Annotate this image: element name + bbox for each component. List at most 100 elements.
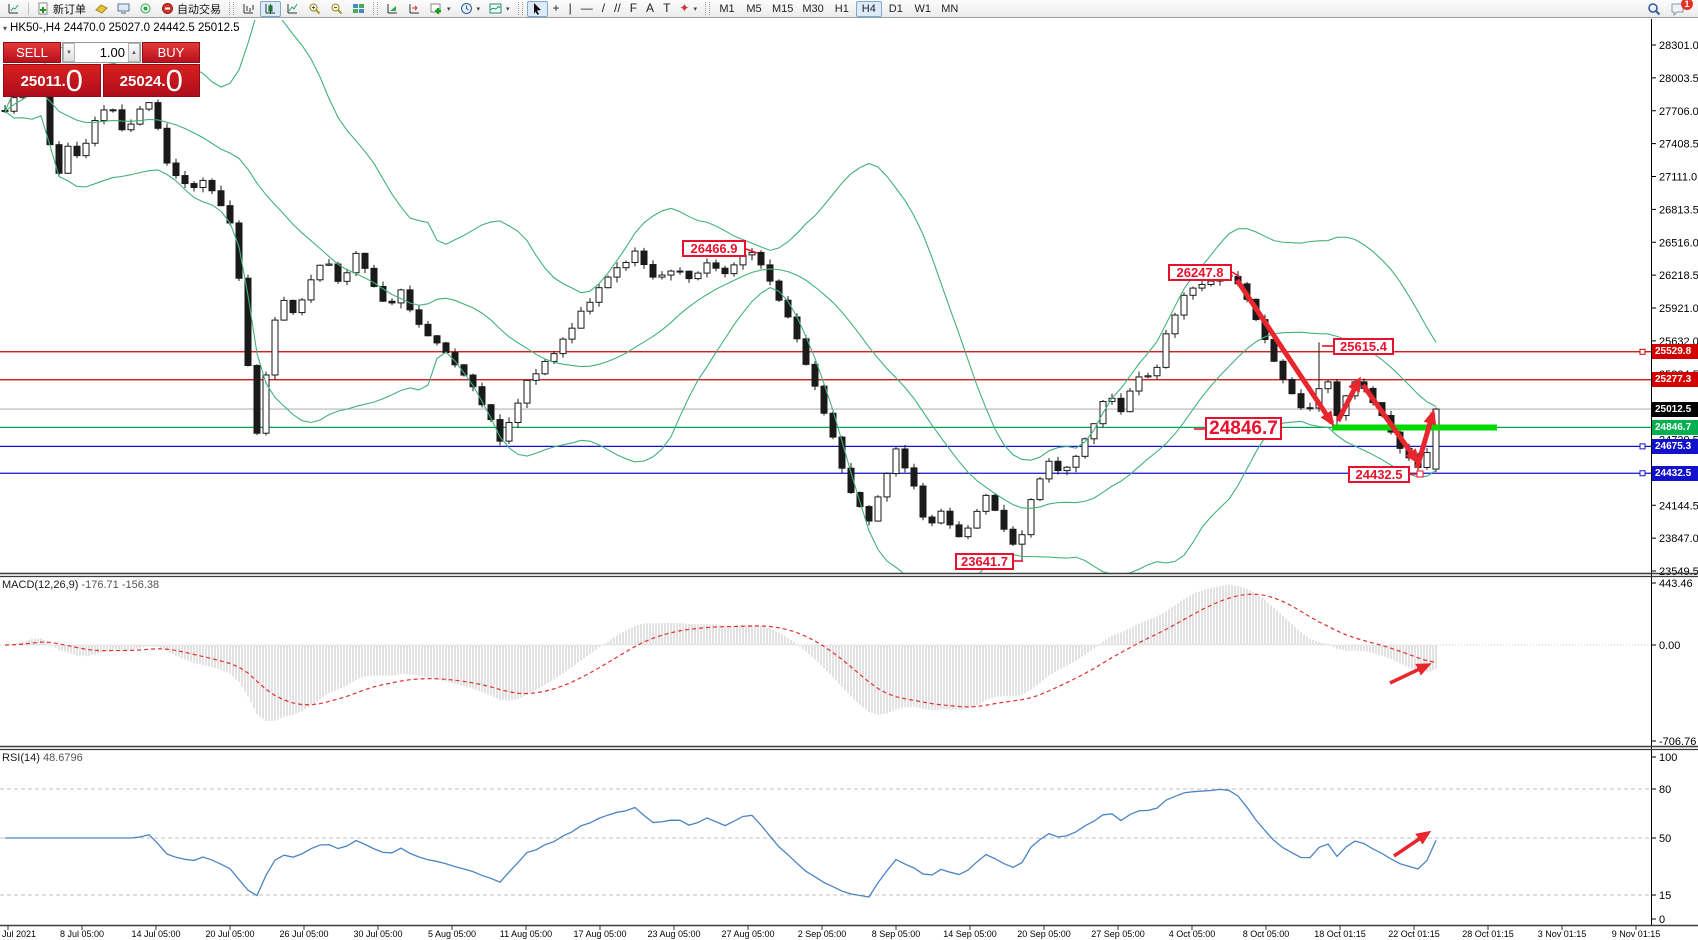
timeframe-m15[interactable]: M15 bbox=[768, 1, 797, 17]
timeframe-group: M1 M5 M15 M30 H1 H4 D1 W1 MN bbox=[714, 0, 963, 17]
bollinger-lower-band bbox=[4, 110, 1437, 573]
volume-increase-button[interactable]: ▲ bbox=[128, 43, 140, 62]
svg-text:23847.0: 23847.0 bbox=[1659, 533, 1698, 545]
bollinger-upper-band bbox=[4, 20, 1437, 461]
text-tool[interactable]: A bbox=[642, 1, 658, 17]
signal-icon[interactable] bbox=[135, 1, 156, 17]
expand-icon[interactable]: ▾ bbox=[3, 24, 8, 33]
add-indicator-button[interactable]: ▾ bbox=[426, 1, 455, 17]
price-callout[interactable]: 25615.4 bbox=[1333, 338, 1394, 355]
candlestick-chart-icon[interactable] bbox=[260, 0, 281, 17]
main-chart-area[interactable] bbox=[0, 6, 1651, 593]
indicators-icon[interactable] bbox=[382, 1, 403, 17]
terminal-icon[interactable] bbox=[113, 1, 134, 17]
periods-button[interactable]: ▾ bbox=[456, 1, 485, 17]
new-order-button[interactable]: 新订单 bbox=[33, 1, 90, 17]
trend-arrow[interactable] bbox=[1335, 376, 1362, 423]
svg-text:25921.0: 25921.0 bbox=[1659, 303, 1698, 315]
timeframe-w1[interactable]: W1 bbox=[910, 1, 936, 17]
timeframe-d1[interactable]: D1 bbox=[883, 1, 909, 17]
svg-text:-706.76: -706.76 bbox=[1659, 736, 1696, 748]
svg-text:80: 80 bbox=[1659, 784, 1671, 796]
time-axis-label: 8 Oct 05:00 bbox=[1242, 929, 1290, 939]
buy-price-panel[interactable]: 25024. 0 bbox=[102, 64, 200, 97]
candlestick-series bbox=[1, 71, 1440, 561]
macd-signal-line bbox=[4, 593, 1437, 708]
volume-input[interactable] bbox=[75, 43, 128, 62]
line-handle[interactable] bbox=[1639, 470, 1646, 477]
tile-windows-icon[interactable] bbox=[348, 1, 369, 17]
svg-text:27111.0: 27111.0 bbox=[1659, 172, 1697, 184]
timeframe-h1[interactable]: H1 bbox=[829, 1, 855, 17]
time-axis-label: 27 Sep 05:00 bbox=[1091, 929, 1145, 939]
chevron-down-icon: ▾ bbox=[447, 5, 451, 13]
macd-arrow[interactable] bbox=[1389, 663, 1432, 685]
rsi-panel[interactable] bbox=[0, 788, 1651, 898]
sell-price-panel[interactable]: 25011. 0 bbox=[3, 64, 101, 97]
search-icon[interactable] bbox=[1643, 1, 1665, 17]
svg-text:28003.5: 28003.5 bbox=[1659, 73, 1698, 85]
price-callout[interactable]: 26247.8 bbox=[1168, 264, 1232, 281]
timeframe-m30[interactable]: M30 bbox=[798, 1, 827, 17]
toolbar-grip bbox=[373, 2, 378, 15]
zoom-out-icon[interactable] bbox=[326, 1, 347, 17]
ticket-icon[interactable] bbox=[91, 1, 112, 17]
notifications-icon[interactable]: 1 bbox=[1666, 0, 1693, 17]
price-callout[interactable]: 24846.7 bbox=[1205, 417, 1282, 440]
price-callout[interactable]: 23641.7 bbox=[955, 553, 1014, 570]
time-axis-label: 17 Aug 05:00 bbox=[573, 929, 627, 939]
time-axis-label: 30 Jul 05:00 bbox=[353, 929, 403, 939]
macd-panel[interactable] bbox=[0, 585, 1651, 722]
svg-text:27408.5: 27408.5 bbox=[1659, 139, 1698, 151]
time-axis-label: 8 Sep 05:00 bbox=[871, 929, 921, 939]
templates-button[interactable]: ▾ bbox=[485, 1, 514, 17]
sell-price-pip: 0 bbox=[65, 63, 83, 98]
vertical-line-tool[interactable]: | bbox=[565, 1, 576, 17]
axis-price-tag: 25529.8 bbox=[1652, 344, 1698, 360]
price-callout[interactable]: 24432.5 bbox=[1348, 466, 1410, 483]
line-chart-icon[interactable] bbox=[282, 1, 303, 17]
text-label-tool[interactable]: T bbox=[659, 1, 674, 17]
trend-arrow[interactable] bbox=[1360, 383, 1420, 465]
timeframe-h4[interactable]: H4 bbox=[855, 0, 882, 17]
chart-shift-icon[interactable] bbox=[404, 1, 425, 17]
rsi-arrow[interactable] bbox=[1393, 830, 1432, 858]
auto-trading-button[interactable]: 自动交易 bbox=[157, 1, 225, 17]
timeframe-m5[interactable]: M5 bbox=[741, 1, 767, 17]
time-axis-label: 22 Oct 01:15 bbox=[1388, 929, 1440, 939]
bar-chart-icon[interactable] bbox=[238, 1, 259, 17]
chart-ohlc-header: ▾ HK50-,H4 24470.0 25027.0 24442.5 25012.… bbox=[3, 22, 240, 34]
sell-button[interactable]: SELL bbox=[3, 42, 61, 63]
arrows-tool[interactable]: ✦ ▾ bbox=[675, 1, 701, 17]
crosshair-tool[interactable]: + bbox=[549, 1, 564, 17]
line-handle[interactable] bbox=[1639, 443, 1646, 450]
buy-button[interactable]: BUY bbox=[142, 42, 200, 63]
cursor-tool[interactable] bbox=[526, 0, 548, 17]
horizontal-line-tool[interactable]: — bbox=[577, 1, 597, 17]
svg-text:26516.0: 26516.0 bbox=[1659, 237, 1698, 249]
trend-arrow[interactable] bbox=[1414, 409, 1437, 469]
axis-price-tag: 24432.5 bbox=[1652, 465, 1698, 481]
timeframe-m1[interactable]: M1 bbox=[714, 1, 740, 17]
trend-arrow[interactable] bbox=[1234, 278, 1335, 427]
chart-window-icon[interactable] bbox=[3, 1, 24, 17]
callout-connector bbox=[1231, 271, 1241, 278]
callout-handle[interactable] bbox=[1416, 470, 1424, 478]
price-callout[interactable]: 26466.9 bbox=[682, 240, 746, 257]
zoom-in-icon[interactable] bbox=[304, 1, 325, 17]
one-click-trading-widget: SELL ▼ ▲ BUY 25011.0 25024.0 bbox=[3, 42, 200, 97]
time-axis-label: 14 Jul 05:00 bbox=[131, 929, 181, 939]
chevron-down-icon: ▾ bbox=[476, 5, 481, 13]
timeframe-mn[interactable]: MN bbox=[937, 1, 963, 17]
svg-text:26218.5: 26218.5 bbox=[1659, 270, 1698, 282]
time-axis-label: 26 Jul 05:00 bbox=[279, 929, 329, 939]
macd-label: MACD(12,26,9) -176.71 -156.38 bbox=[2, 579, 160, 591]
svg-text:50: 50 bbox=[1659, 833, 1671, 845]
svg-text:23549.5: 23549.5 bbox=[1659, 566, 1698, 578]
trendline-tool[interactable]: / bbox=[598, 1, 609, 17]
channel-tool[interactable]: // bbox=[610, 1, 625, 17]
fibonacci-tool[interactable]: F bbox=[626, 1, 641, 17]
line-handle[interactable] bbox=[1639, 348, 1646, 355]
volume-decrease-button[interactable]: ▼ bbox=[63, 43, 75, 62]
